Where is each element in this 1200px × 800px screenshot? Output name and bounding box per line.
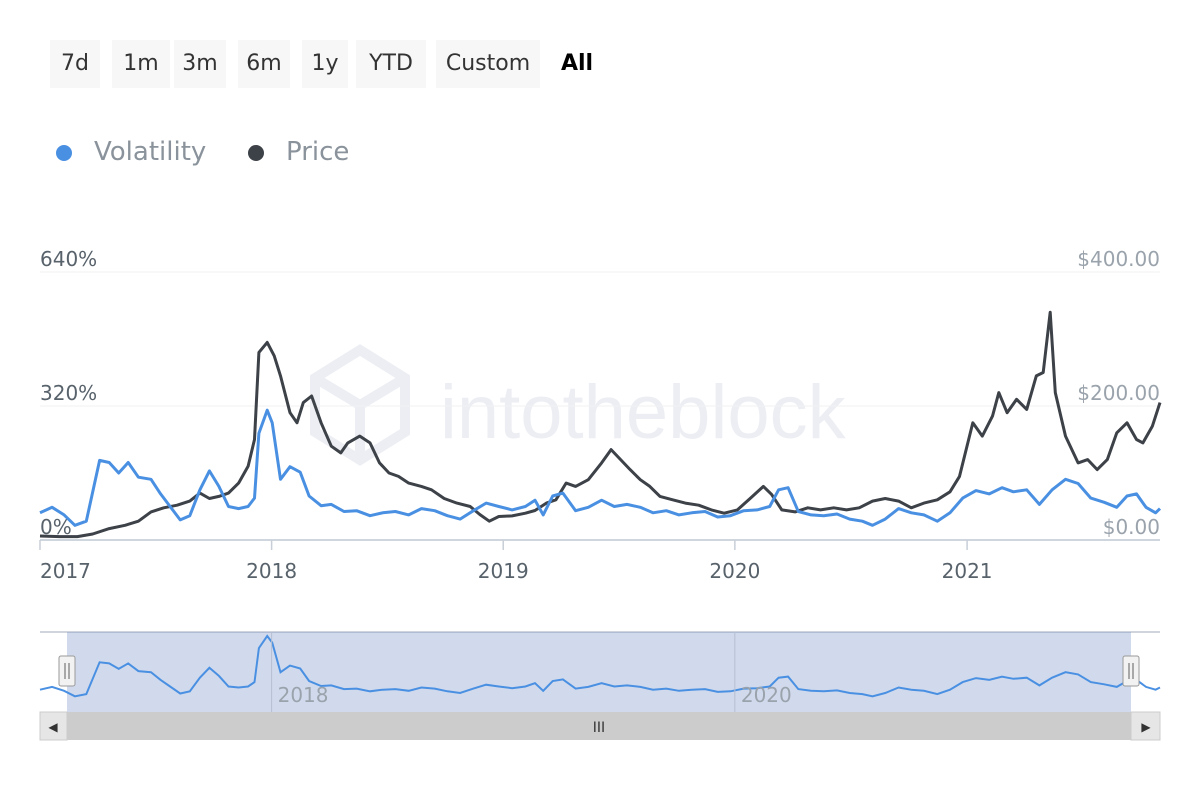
scrollbar-thumb[interactable]	[67, 712, 1131, 740]
arrow-left-icon: ◀	[48, 720, 58, 734]
x-tick-label: 2017	[40, 559, 91, 583]
scroll-left-button-bg[interactable]	[39, 711, 68, 741]
y-axis-right: $0.00 $200.00 $400.00	[1077, 247, 1160, 539]
navigator-handle-left-grip[interactable]	[58, 655, 76, 687]
legend-item-price[interactable]: Price	[248, 132, 378, 172]
range-button-ytd[interactable]: YTD	[356, 40, 426, 88]
navigator-handle-right-grip[interactable]	[1122, 655, 1140, 687]
legend-marker-volatility	[56, 145, 72, 161]
navigator[interactable]: 2018 2020 III ◀ ▶	[39, 631, 1161, 741]
series-group	[39, 310, 1162, 539]
y-axis-left: 0%320%640%	[40, 247, 97, 539]
x-tick-label: 2020	[709, 559, 760, 583]
legend-item-volatility[interactable]: Volatility	[56, 132, 236, 172]
navigator-handle-right[interactable]	[1122, 655, 1140, 687]
scrollbar-grip-icon: III	[593, 720, 605, 736]
x-axis: 2017 2018 2019 2020 2021	[39, 540, 993, 583]
navigator-label: 2018	[278, 683, 329, 707]
y-left-tick-label: 320%	[40, 381, 97, 405]
range-button-custom[interactable]: Custom	[436, 40, 540, 88]
range-button-1y[interactable]: 1y	[302, 40, 348, 88]
arrow-right-icon: ▶	[1141, 720, 1151, 734]
legend-label-volatility: Volatility	[94, 137, 207, 167]
range-button-1m[interactable]: 1m	[112, 40, 170, 88]
scroll-right-button[interactable]: ▶	[1130, 711, 1161, 741]
y-right-tick-label: $200.00	[1077, 381, 1160, 405]
legend-marker-price	[248, 145, 264, 161]
watermark: intotheblock	[310, 344, 847, 466]
series-line-volatility	[39, 408, 1162, 527]
range-button-3m[interactable]: 3m	[174, 40, 226, 88]
scroll-left-button[interactable]: ◀	[39, 711, 68, 741]
range-button-all[interactable]: All	[548, 40, 606, 88]
range-button-6m[interactable]: 6m	[238, 40, 290, 88]
gridlines	[40, 271, 1160, 541]
navigator-series-line	[39, 634, 1161, 698]
y-left-tick-label: 640%	[40, 247, 97, 271]
series-line-price	[39, 310, 1162, 539]
range-button-7d[interactable]: 7d	[50, 40, 100, 88]
legend-label-price: Price	[286, 137, 350, 167]
x-tick-label: 2021	[942, 559, 993, 583]
scroll-right-button-bg[interactable]	[1130, 711, 1161, 741]
watermark-text: intotheblock	[440, 370, 847, 455]
navigator-label: 2020	[741, 683, 792, 707]
x-tick-label: 2019	[478, 559, 529, 583]
navigator-selected-range[interactable]	[67, 632, 1131, 712]
navigator-handle-left[interactable]	[58, 655, 76, 687]
y-right-tick-label: $400.00	[1077, 247, 1160, 271]
x-tick-label: 2018	[246, 559, 297, 583]
y-right-tick-label: $0.00	[1103, 515, 1160, 539]
range-selector: 7d 1m 3m 6m 1y YTD Custom All	[0, 0, 1200, 100]
watermark-logo-icon	[310, 344, 410, 466]
